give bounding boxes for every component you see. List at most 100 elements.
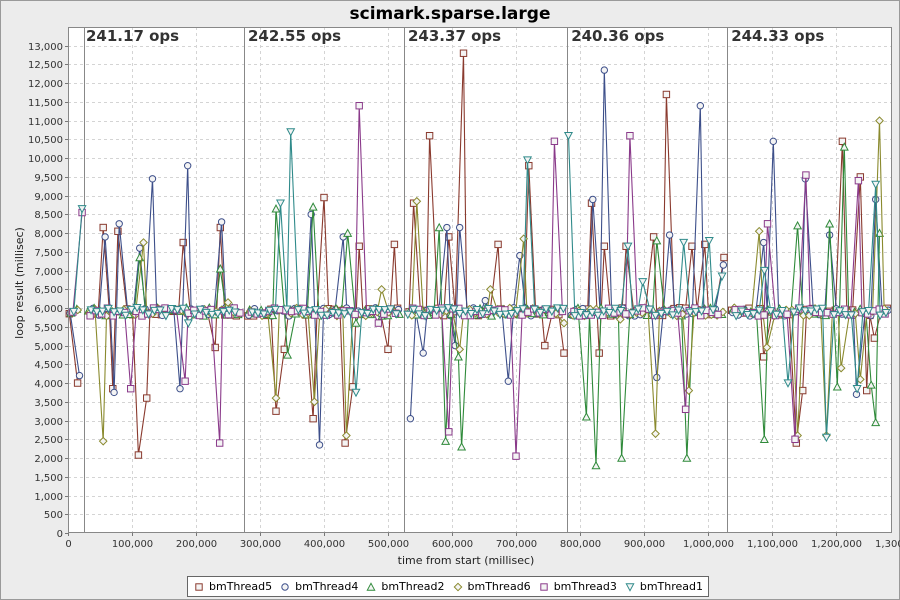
data-point <box>626 131 634 140</box>
data-point <box>547 307 557 317</box>
y-tick-label: 9,500 <box>34 173 63 184</box>
data-point <box>806 307 816 316</box>
data-point <box>183 319 193 328</box>
x-tick-label: 1,100,000 <box>747 539 798 550</box>
data-point <box>615 314 625 324</box>
x-tick-label: 800,000 <box>560 539 601 550</box>
data-point <box>836 363 846 373</box>
legend-label: bmThread2 <box>381 580 445 593</box>
data-point <box>455 344 465 354</box>
data-point <box>357 309 367 318</box>
y-tick-label: 10,000 <box>28 154 63 165</box>
x-tick-label: 900,000 <box>624 539 665 550</box>
y-tick-label: 12,500 <box>28 60 63 71</box>
y-tick-label: 1,000 <box>34 492 63 503</box>
data-point <box>374 305 384 315</box>
data-point <box>593 311 603 321</box>
legend-item: bmThread3 <box>538 580 617 593</box>
y-tick-label: 7,000 <box>34 267 63 278</box>
data-point <box>777 306 787 316</box>
data-point <box>282 305 292 315</box>
y-tick-label: 4,500 <box>34 360 63 371</box>
data-point <box>343 228 353 237</box>
data-point <box>623 242 633 252</box>
data-point <box>570 312 580 321</box>
data-point <box>483 305 494 314</box>
data-point <box>432 307 442 316</box>
ops-label: 243.37 ops <box>408 27 501 45</box>
y-tick-label: 2,000 <box>34 454 63 465</box>
data-point <box>75 371 84 380</box>
data-point <box>696 102 705 110</box>
series-line <box>68 313 79 384</box>
data-point <box>846 311 856 320</box>
legend-label: bmThread3 <box>553 580 617 593</box>
x-tick-label: 1,200,000 <box>811 539 862 550</box>
y-tick-label: 1,500 <box>34 473 63 484</box>
data-point <box>759 266 769 276</box>
data-point <box>558 304 568 314</box>
data-point <box>748 310 758 319</box>
data-point <box>420 312 430 321</box>
y-tick-label: 7,500 <box>34 248 63 259</box>
x-axis-ticks: 0 100,000 200,000 300,000 400,000 500,000 600,… <box>65 533 900 550</box>
data-point <box>679 238 689 248</box>
legend-symbol <box>453 582 462 591</box>
data-point <box>759 434 769 443</box>
data-point <box>138 306 148 315</box>
legend-item: bmThread5 <box>193 580 272 593</box>
data-point <box>380 306 390 315</box>
data-point <box>522 156 533 165</box>
data-point <box>481 296 489 305</box>
ops-label: 244.33 ops <box>731 27 824 45</box>
data-point <box>506 310 517 319</box>
legend-symbol <box>539 582 548 591</box>
data-point <box>121 311 131 321</box>
data-point <box>351 310 359 319</box>
data-point <box>563 131 574 141</box>
data-point <box>412 196 422 206</box>
data-point <box>863 386 871 395</box>
data-point <box>838 137 847 146</box>
data-point <box>633 305 643 314</box>
data-point <box>650 311 661 321</box>
data-point <box>616 307 626 316</box>
chart-title: scimark.sparse.large <box>350 4 551 24</box>
y-axis-label: loop result (millisec) <box>13 227 26 339</box>
legend-item: bmThread1 <box>624 580 703 593</box>
data-point <box>179 238 187 247</box>
data-point <box>341 439 349 447</box>
legend-symbol <box>195 582 203 591</box>
y-tick-label: 5,000 <box>34 342 63 353</box>
data-point <box>841 311 851 320</box>
data-point <box>871 180 881 190</box>
data-point <box>309 414 317 423</box>
data-point <box>190 310 200 319</box>
data-point <box>384 345 392 354</box>
data-point <box>581 412 591 421</box>
x-tick-label: 600,000 <box>432 539 473 550</box>
data-point <box>858 308 868 317</box>
data-point <box>627 309 638 318</box>
data-point <box>272 407 280 415</box>
data-point <box>98 307 108 317</box>
data-point <box>875 311 885 321</box>
data-point <box>207 310 217 320</box>
data-point <box>195 582 203 591</box>
data-point <box>403 310 413 320</box>
data-point <box>368 305 378 315</box>
data-point <box>377 284 387 294</box>
data-point <box>126 305 136 315</box>
data-point <box>720 253 728 262</box>
y-tick-label: 9,000 <box>34 192 63 203</box>
data-point <box>854 176 863 185</box>
y-tick-label: 11,500 <box>28 98 63 109</box>
x-tick-label: 200,000 <box>176 539 217 550</box>
data-point <box>419 349 427 357</box>
x-tick-label: 100,000 <box>112 539 153 550</box>
data-point <box>622 310 630 318</box>
data-point <box>459 49 468 57</box>
data-point <box>271 204 281 213</box>
data-point <box>754 306 764 316</box>
data-point <box>259 310 269 319</box>
